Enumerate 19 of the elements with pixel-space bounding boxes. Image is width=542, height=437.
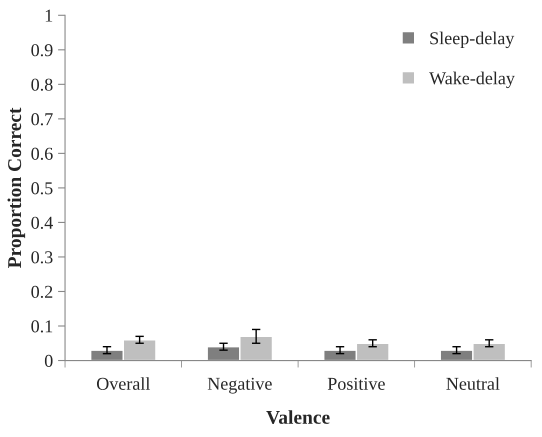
y-tick-label: 0.2 xyxy=(31,286,52,298)
y-tick-label: 0.7 xyxy=(31,113,53,126)
y-tick-label: 0.3 xyxy=(31,251,53,264)
y-tick-label: 0.6 xyxy=(31,148,53,160)
y-tick-label: 0.5 xyxy=(31,182,53,194)
y-tick-label: 1 xyxy=(46,10,52,22)
y-tick-label: 0.9 xyxy=(31,44,52,56)
x-tick-label: Neutral xyxy=(446,377,500,390)
y-axis-title: Proportion Correct xyxy=(7,108,26,268)
x-axis-title: Valence xyxy=(266,410,330,424)
legend-label: Sleep-delay xyxy=(430,32,514,48)
x-tick-label: Positive xyxy=(328,378,385,390)
y-tick-label: 0.4 xyxy=(31,216,53,229)
x-tick-label: Overall xyxy=(96,377,150,390)
y-tick-label: 0.8 xyxy=(31,78,53,91)
y-tick-label: 0 xyxy=(44,354,53,367)
legend-label: Wake-delay xyxy=(429,72,515,88)
x-tick-label: Negative xyxy=(208,378,272,394)
y-tick-label: 0.1 xyxy=(31,320,52,333)
